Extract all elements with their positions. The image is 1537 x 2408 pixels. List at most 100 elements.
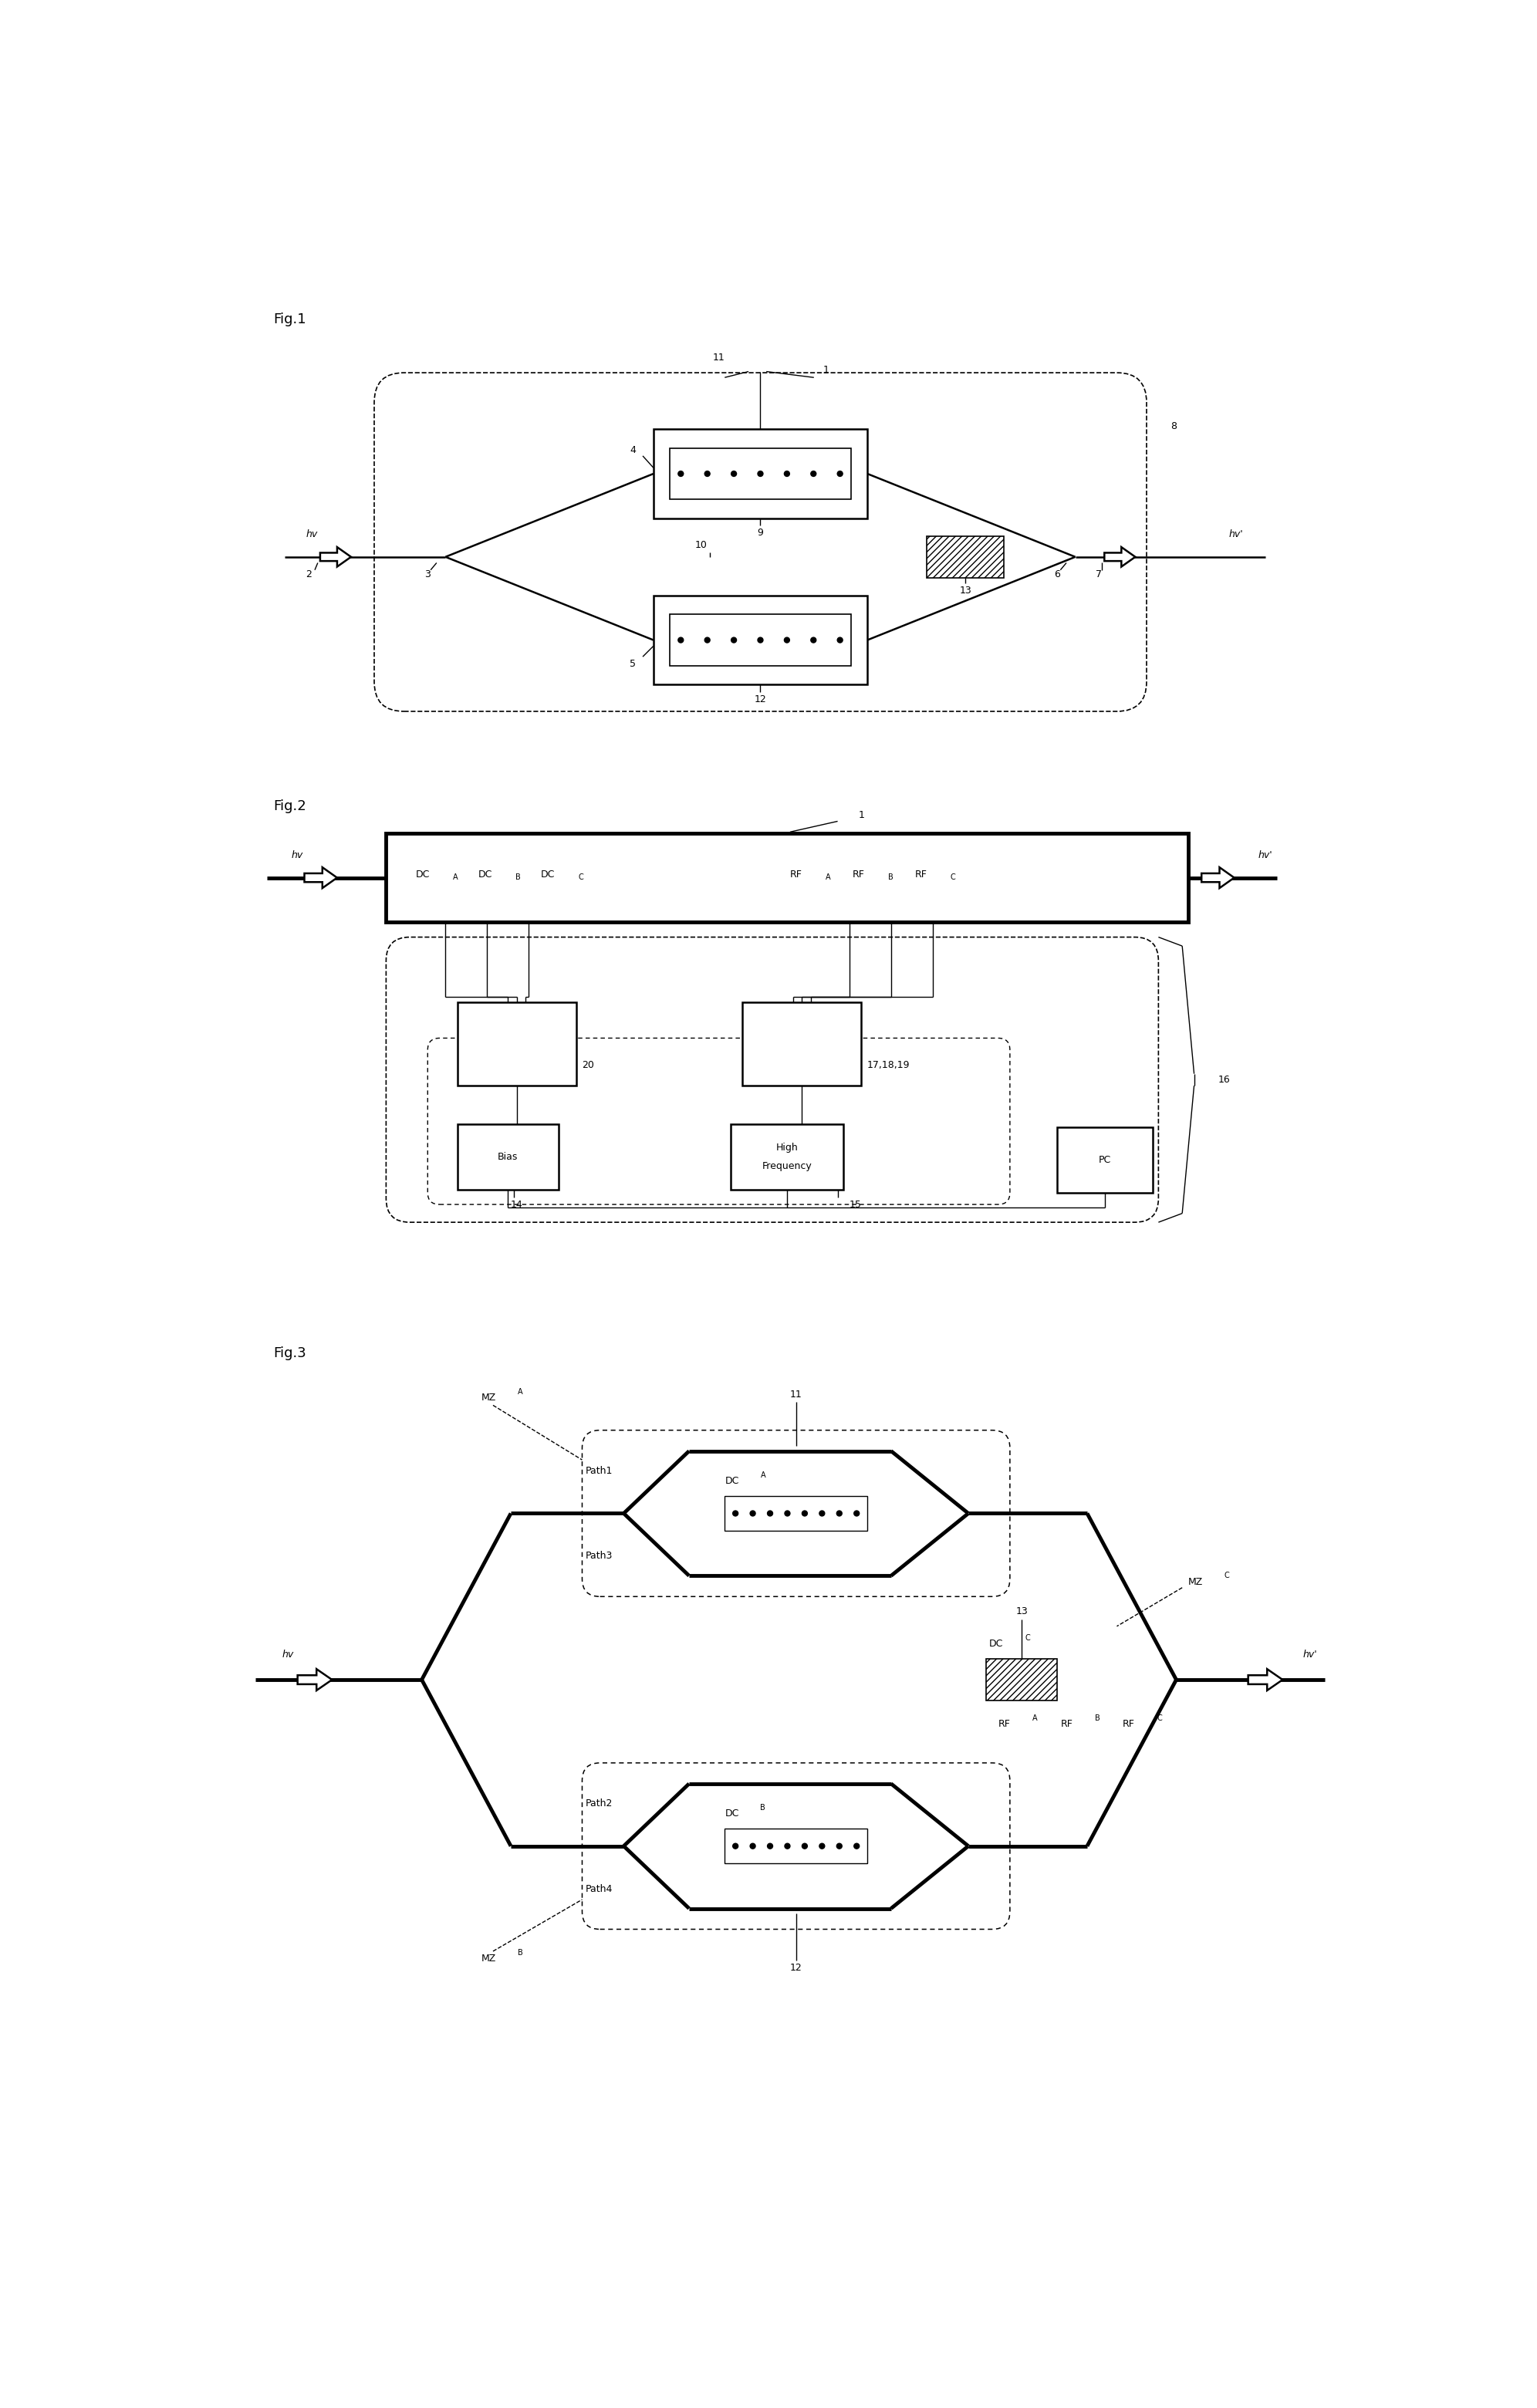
Text: 20: 20 (583, 1060, 595, 1069)
Bar (458, 1002, 576, 1086)
Text: A: A (453, 874, 458, 881)
Polygon shape (298, 1669, 332, 1690)
Text: hv': hv' (1259, 850, 1273, 860)
Text: 14: 14 (510, 1199, 523, 1209)
Text: 9: 9 (758, 527, 764, 537)
Text: hv: hv (306, 530, 318, 539)
Polygon shape (320, 547, 350, 566)
Text: RF: RF (1061, 1719, 1073, 1729)
Circle shape (785, 1845, 790, 1849)
Text: RF: RF (915, 869, 927, 879)
Text: Frequency: Frequency (762, 1161, 812, 1170)
Bar (742, 1002, 861, 1086)
Circle shape (819, 1845, 825, 1849)
Text: B: B (515, 874, 521, 881)
Text: C: C (1025, 1635, 1030, 1642)
Circle shape (802, 1845, 807, 1849)
Text: C: C (1157, 1714, 1162, 1722)
Text: 16: 16 (1217, 1074, 1230, 1084)
Bar (653, 595, 867, 684)
Text: 1: 1 (822, 364, 828, 376)
Text: 1: 1 (858, 811, 864, 821)
Bar (730, 1125, 844, 1190)
Bar (670, 448, 850, 498)
Bar (653, 429, 867, 518)
Text: Path4: Path4 (586, 1883, 612, 1893)
Bar (386, 833, 1188, 922)
Text: Path2: Path2 (586, 1799, 612, 1808)
Text: 6: 6 (1054, 571, 1061, 580)
Text: DC: DC (725, 1476, 739, 1486)
Circle shape (750, 1845, 755, 1849)
Text: DC: DC (990, 1640, 1004, 1649)
Text: MZ: MZ (481, 1392, 496, 1401)
Circle shape (704, 472, 710, 477)
Circle shape (785, 1510, 790, 1517)
Text: PC: PC (1099, 1156, 1111, 1165)
Text: B: B (888, 874, 893, 881)
Text: hv: hv (290, 850, 303, 860)
Text: RF: RF (790, 869, 802, 879)
Text: C: C (578, 874, 583, 881)
Text: 13: 13 (959, 585, 971, 595)
Bar (725, 1828, 867, 1864)
Circle shape (732, 638, 736, 643)
Bar (1057, 1127, 1153, 1192)
Text: 8: 8 (1170, 421, 1176, 431)
Text: 2: 2 (306, 571, 312, 580)
Text: Fig.3: Fig.3 (274, 1346, 306, 1361)
Text: DC: DC (417, 869, 430, 879)
Circle shape (704, 638, 710, 643)
Circle shape (750, 1510, 755, 1517)
Circle shape (812, 472, 816, 477)
Circle shape (784, 638, 790, 643)
Circle shape (758, 472, 762, 477)
Circle shape (812, 638, 816, 643)
Text: 11: 11 (713, 354, 725, 364)
Text: RF: RF (998, 1719, 1010, 1729)
Text: RF: RF (1124, 1719, 1134, 1729)
Text: Fig.2: Fig.2 (274, 799, 306, 814)
Polygon shape (304, 867, 337, 889)
Text: DC: DC (725, 1808, 739, 1818)
Text: 17,18,19: 17,18,19 (867, 1060, 910, 1069)
Text: C: C (950, 874, 956, 881)
Text: 7: 7 (1096, 571, 1102, 580)
Text: hv': hv' (1228, 530, 1243, 539)
Text: 10: 10 (695, 539, 707, 549)
Circle shape (855, 1510, 859, 1517)
Text: hv: hv (283, 1649, 294, 1659)
Circle shape (802, 1510, 807, 1517)
Bar (725, 1495, 867, 1531)
Text: Path3: Path3 (586, 1551, 612, 1560)
Text: C: C (1223, 1572, 1230, 1580)
Text: A: A (761, 1471, 765, 1479)
Circle shape (836, 1510, 842, 1517)
Circle shape (855, 1845, 859, 1849)
Text: MZ: MZ (481, 1953, 496, 1965)
Text: 12: 12 (755, 694, 767, 706)
Text: A: A (518, 1387, 523, 1397)
Text: Path1: Path1 (586, 1466, 612, 1476)
Bar (987, 1659, 1057, 1700)
Text: B: B (761, 1804, 765, 1811)
Text: B: B (1094, 1714, 1100, 1722)
Text: MZ: MZ (1188, 1577, 1203, 1587)
Circle shape (767, 1845, 773, 1849)
Text: 3: 3 (424, 571, 430, 580)
Text: B: B (518, 1948, 523, 1958)
Text: Fig.1: Fig.1 (274, 313, 306, 325)
Circle shape (836, 1845, 842, 1849)
Text: Bias: Bias (498, 1151, 518, 1163)
Text: High: High (776, 1144, 798, 1153)
Text: DC: DC (478, 869, 492, 879)
Circle shape (838, 638, 842, 643)
Circle shape (678, 472, 684, 477)
Circle shape (733, 1510, 738, 1517)
Text: 11: 11 (790, 1389, 802, 1399)
Polygon shape (1202, 867, 1234, 889)
Bar (670, 614, 850, 665)
Text: RF: RF (853, 869, 865, 879)
Polygon shape (1248, 1669, 1282, 1690)
Circle shape (838, 472, 842, 477)
